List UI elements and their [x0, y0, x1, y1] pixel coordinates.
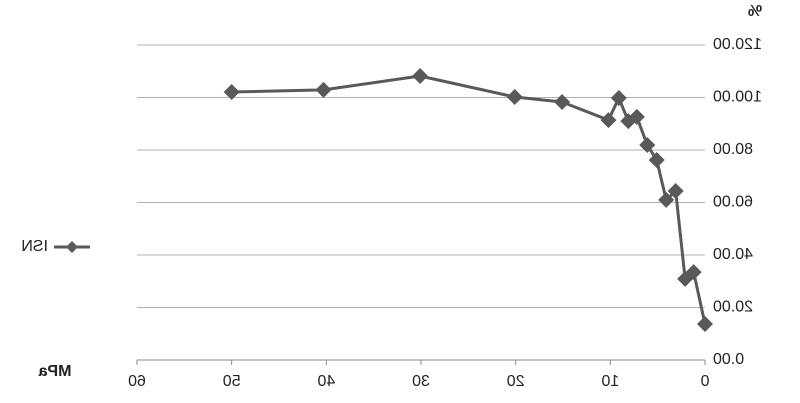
x-tick-label: 40	[317, 373, 335, 390]
legend-marker	[66, 241, 78, 253]
x-tick-label: 50	[223, 373, 241, 390]
y-tick-label: 20.00	[713, 299, 753, 316]
y-tick-label: 40.00	[713, 246, 753, 263]
x-tick-label: 10	[601, 373, 619, 390]
data-point	[315, 81, 332, 98]
data-point	[554, 93, 571, 110]
y-tick-label: 100.00	[713, 89, 762, 106]
x-tick-label: 60	[128, 373, 146, 390]
data-point	[685, 264, 702, 281]
y-tick-label: 120.00	[713, 36, 762, 53]
data-point	[628, 108, 645, 125]
data-point	[697, 316, 713, 333]
y-tick-label: 0.00	[713, 351, 744, 368]
y-tick-label: 80.00	[713, 141, 753, 158]
legend-label: ISN	[21, 238, 48, 255]
y-tick-label: 60.00	[713, 194, 753, 211]
data-point	[610, 90, 627, 107]
x-tick-label: 0	[700, 373, 709, 390]
x-tick-label: 30	[412, 373, 430, 390]
data-point	[223, 83, 240, 100]
y-axis-label: %	[748, 3, 762, 20]
data-point	[600, 112, 617, 129]
data-point	[506, 88, 523, 105]
data-point	[412, 67, 429, 84]
data-point	[658, 191, 675, 208]
data-point	[639, 137, 656, 154]
data-point	[648, 151, 665, 168]
x-axis-label: MPa	[38, 363, 71, 380]
x-tick-label: 20	[507, 373, 525, 390]
data-point	[667, 182, 684, 199]
